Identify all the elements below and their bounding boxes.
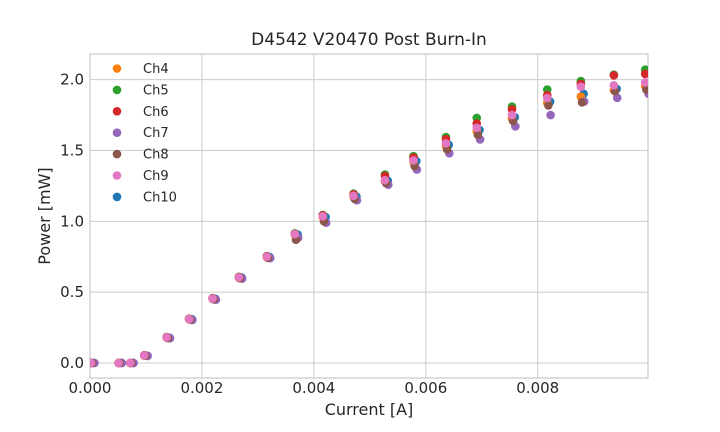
legend-marker-ch9 [112,171,122,180]
y-axis-label: Power [mW] [35,167,54,264]
y-tick-label: 2.0 [60,71,84,89]
legend-marker-ch6 [112,107,122,116]
plot-border [89,53,649,379]
legend-label-ch4: Ch4 [143,62,169,77]
x-axis-label: Current [A] [325,400,414,419]
legend-label-ch7: Ch7 [143,126,169,141]
legend-label-ch5: Ch5 [143,83,169,98]
scatter-point-ch6 [609,71,619,80]
scatter-point-ch9 [290,229,300,239]
x-tick-label: 0.006 [404,379,447,397]
x-tick-label: 0.008 [516,379,559,397]
scatter-point-ch9 [139,351,149,360]
scatter-point-ch9 [114,358,123,368]
x-tick-label: 0.002 [180,379,223,397]
scatter-point-ch8 [544,101,553,110]
scatter-point-ch9 [380,175,390,185]
legend-marker-ch8 [112,149,122,159]
y-tick-label: 1.0 [60,212,84,230]
points-layer [90,65,648,368]
scatter-point-ch9 [609,81,619,90]
y-tick-label: 0.0 [60,354,84,372]
legend-marker-ch7 [112,128,122,137]
scatter-point-ch8 [577,98,587,107]
scatter-point-ch9 [262,252,272,262]
grid-layer [89,54,648,378]
scatter-point-ch9 [409,156,418,165]
legend-marker-ch10 [112,192,122,202]
scatter-point-ch9 [441,139,451,148]
scatter-point-ch9 [472,123,482,133]
scatter-point-ch9 [640,78,648,87]
ticks-layer: 0.000 0.002 0.004 0.006 0.008 0.0 0.5 1.0 1.5 2.0 [60,71,559,397]
scatter-point-ch6 [640,69,648,79]
scatter-point-ch9 [208,294,217,303]
legend-marker-ch5 [112,85,122,95]
scatter-point-ch9 [234,272,244,282]
scatter-point-ch9 [162,333,171,342]
scatter-point-ch9 [125,358,135,368]
scatter-point-ch9 [349,191,358,201]
legend-label-ch6: Ch6 [143,105,169,120]
scatter-point-ch9 [184,314,194,324]
y-tick-label: 0.5 [60,283,84,301]
scatter-point-ch8 [473,130,483,140]
scatter-point-ch9 [507,110,517,120]
x-tick-label: 0.000 [69,379,112,397]
scatter-point-ch9 [542,93,552,103]
y-tick-label: 1.5 [60,141,84,159]
scatter-point-ch9 [318,212,328,221]
scatter-point-ch9 [90,358,96,368]
scatter-point-ch7 [612,93,622,103]
legend: Ch4 Ch5 Ch6 Ch7 Ch8 Ch9 Ch10 [112,62,177,205]
legend-label-ch10: Ch10 [143,190,177,205]
legend-label-ch8: Ch8 [143,148,169,163]
scatter-point-ch8 [642,85,648,94]
x-tick-label: 0.004 [292,379,335,397]
scatter-point-ch7 [546,110,555,120]
legend-label-ch9: Ch9 [143,169,169,184]
chart-title: D4542 V20470 Post Burn-In [251,30,487,50]
legend-marker-ch4 [112,64,122,73]
scatter-point-ch9 [576,82,586,92]
